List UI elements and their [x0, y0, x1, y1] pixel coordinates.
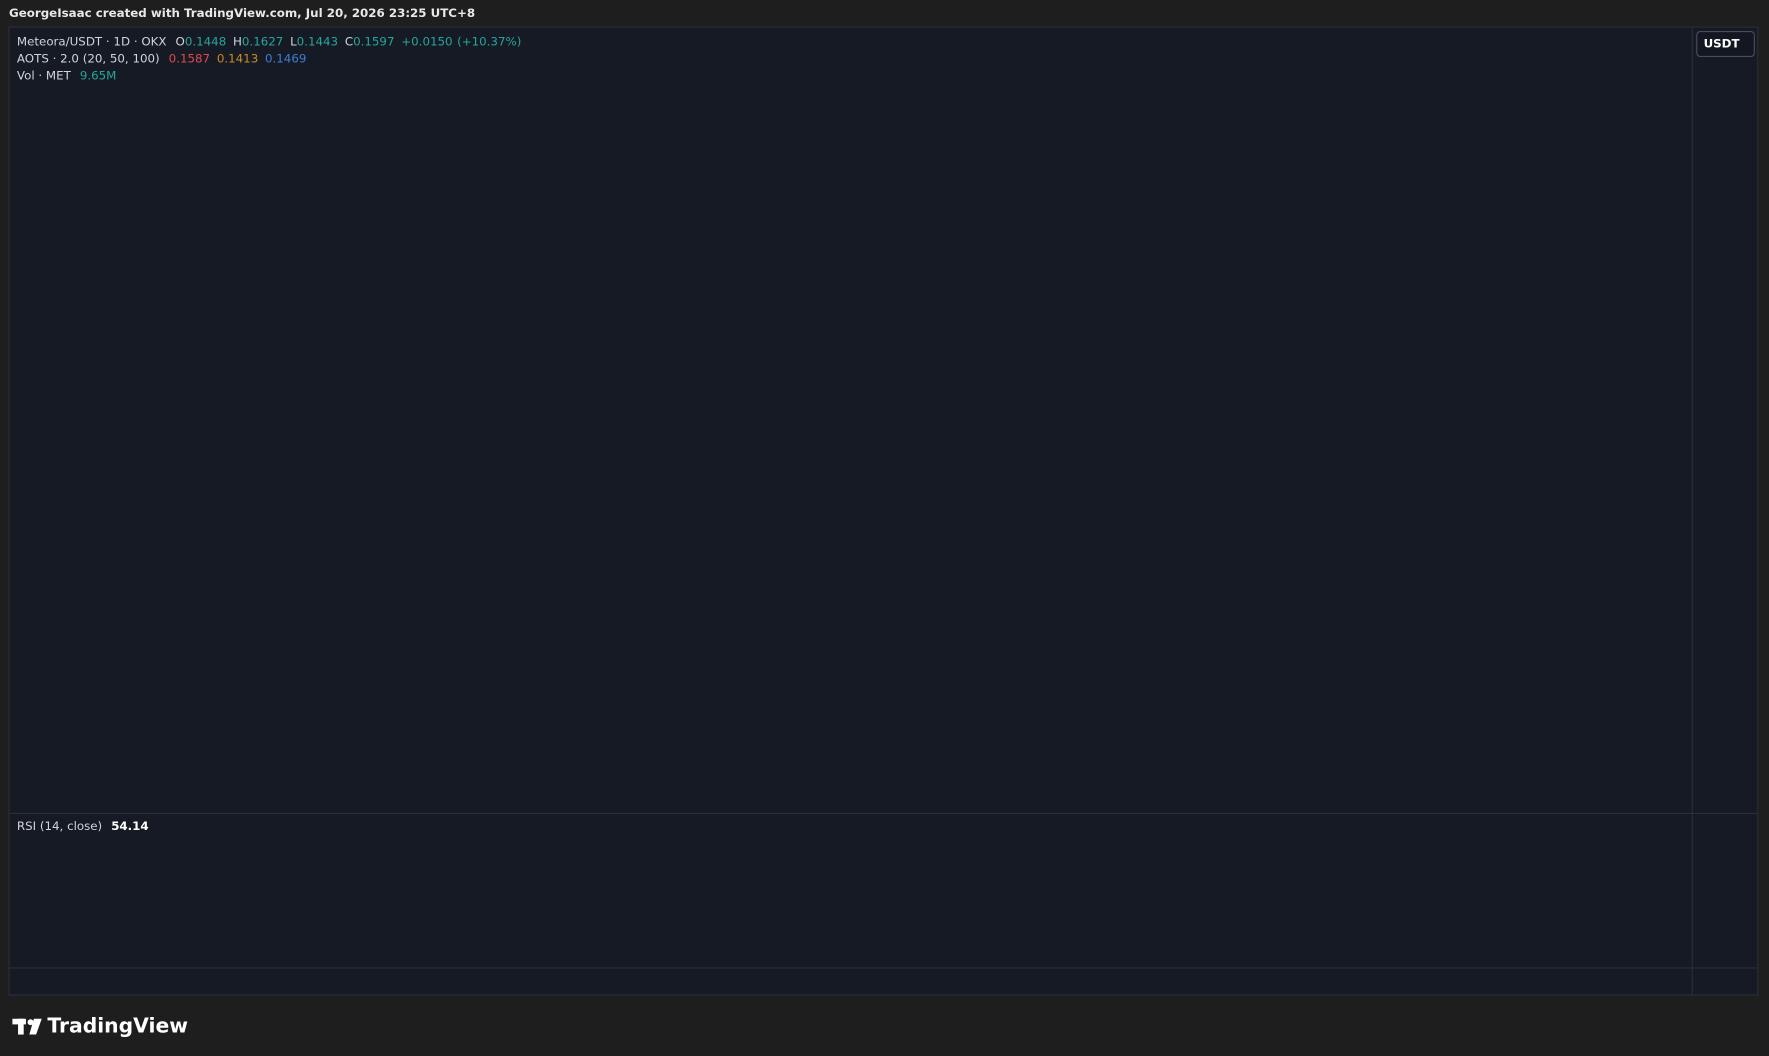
- logo-part: [29, 1018, 42, 1035]
- change-pct: (+10.37%): [457, 34, 521, 48]
- rsi-legend: RSI (14, close) 54.14: [17, 818, 149, 832]
- ma-name: AOTS · 2.0 (20, 50, 100): [17, 51, 160, 65]
- ma-value: 0.1413: [217, 51, 258, 65]
- ma-legend: AOTS · 2.0 (20, 50, 100) 0.1587 0.1413 0.14…: [17, 51, 306, 65]
- rsi-value: 54.14: [111, 818, 148, 832]
- prefix: C: [345, 34, 353, 48]
- credit: GeorgeIsaac created with TradingView.com…: [9, 6, 475, 20]
- volume-legend: Vol · MET 9.65M: [17, 68, 116, 82]
- ma-value: 0.1469: [265, 51, 306, 65]
- currency: USDT: [1704, 37, 1740, 51]
- high-value: 0.1627: [242, 34, 283, 48]
- brand: TradingView: [47, 1014, 188, 1038]
- ma-value: 0.1587: [169, 51, 210, 65]
- symbol-legend: Meteora/USDT · 1D · OKX O0.1448 H0.1627 L0.…: [17, 34, 521, 48]
- open-value: 0.1448: [185, 34, 226, 48]
- logo-part: [27, 1019, 34, 1026]
- volume-value: 9.65M: [80, 68, 117, 82]
- prefix: L: [290, 34, 297, 48]
- prefix: H: [233, 34, 242, 48]
- symbol: Meteora/USDT · 1D · OKX: [17, 34, 167, 48]
- chart-panel: [8, 26, 1759, 996]
- low-value: 0.1443: [297, 34, 338, 48]
- brand-logo: [12, 1018, 42, 1035]
- change: +0.0150: [401, 34, 452, 48]
- logo-part: [18, 1018, 24, 1035]
- volume-name: Vol · MET: [17, 68, 72, 82]
- prefix: O: [176, 34, 185, 48]
- currency-box: [1696, 31, 1755, 57]
- close-value: 0.1597: [353, 34, 394, 48]
- rsi-name: RSI (14, close): [17, 818, 102, 832]
